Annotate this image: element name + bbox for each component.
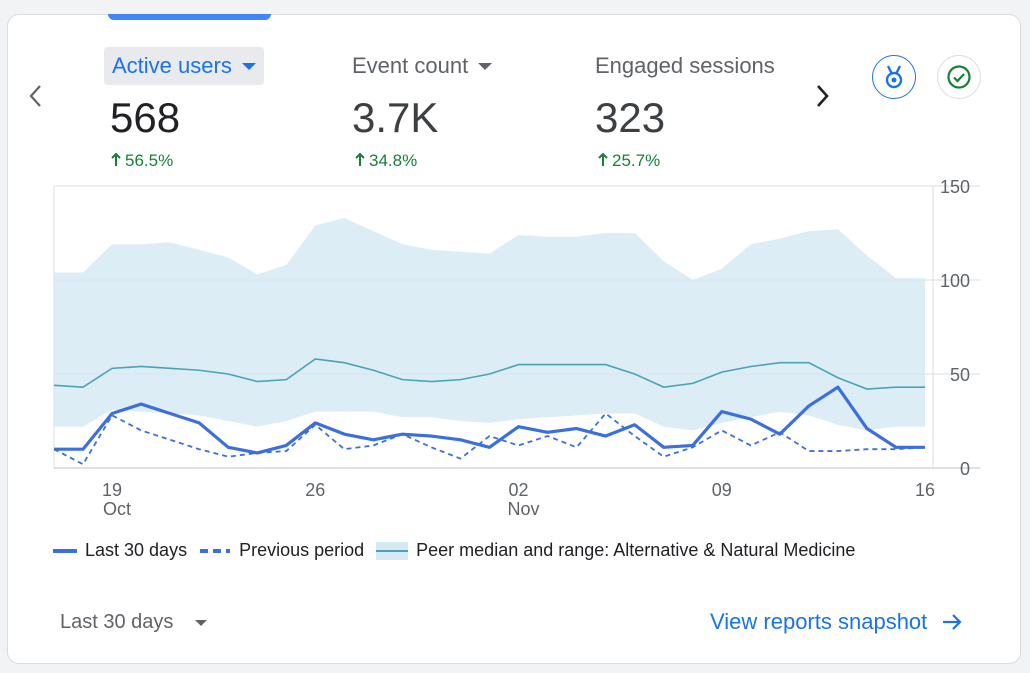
arrow-right-icon xyxy=(943,614,962,630)
status-button[interactable] xyxy=(937,55,981,99)
caret-down-icon xyxy=(241,62,256,70)
metric-label: Engaged sessions xyxy=(595,53,775,78)
metric-change: 34.8% xyxy=(354,151,417,171)
metric-change: 56.5% xyxy=(110,151,173,171)
check-circle-icon xyxy=(947,65,971,89)
chevron-left-icon[interactable] xyxy=(25,82,45,116)
solid-line-icon xyxy=(53,548,77,553)
metric-change: 25.7% xyxy=(597,151,660,171)
metric-value: 323 xyxy=(595,94,666,141)
arrow-up-icon xyxy=(355,152,365,166)
legend-label: Peer median and range: Alternative & Nat… xyxy=(416,540,856,560)
date-range-select[interactable]: Last 30 days xyxy=(60,611,208,634)
medal-button[interactable] xyxy=(872,55,916,99)
metric-engaged-sessions[interactable]: Engaged sessions 323 25.7% xyxy=(587,47,783,170)
metric-selector-active-users[interactable]: Active users xyxy=(104,47,264,85)
metric-label: Active users xyxy=(112,53,232,78)
metric-label: Event count xyxy=(352,53,469,78)
arrow-up-icon xyxy=(111,152,121,166)
legend-item-previous[interactable]: Previous period xyxy=(199,540,364,561)
legend-label: Previous period xyxy=(239,540,365,560)
metric-event-count[interactable]: Event count 3.7K 34.8% xyxy=(344,47,500,170)
medal-icon xyxy=(885,65,903,89)
metric-value: 568 xyxy=(110,94,181,141)
date-range-label: Last 30 days xyxy=(60,611,174,633)
metric-selector-event-count[interactable]: Event count xyxy=(344,47,500,85)
arrow-up-icon xyxy=(598,152,608,166)
band-line-icon xyxy=(376,541,409,560)
selected-tab-indicator xyxy=(108,14,271,20)
chart-legend: Last 30 days Previous period Peer median… xyxy=(53,540,867,561)
dashed-line-icon xyxy=(200,548,231,553)
metric-active-users[interactable]: Active users 568 56.5% xyxy=(104,47,264,170)
legend-item-current[interactable]: Last 30 days xyxy=(53,540,187,561)
caret-down-icon xyxy=(195,619,208,626)
legend-item-peer[interactable]: Peer median and range: Alternative & Nat… xyxy=(376,540,855,561)
metric-selector-engaged-sessions[interactable]: Engaged sessions xyxy=(587,47,783,85)
chevron-right-icon[interactable] xyxy=(813,82,833,116)
caret-down-icon xyxy=(478,62,493,70)
link-label: View reports snapshot xyxy=(710,609,928,634)
legend-label: Last 30 days xyxy=(85,540,188,560)
view-reports-snapshot-link[interactable]: View reports snapshot xyxy=(710,609,963,635)
metric-value: 3.7K xyxy=(352,94,439,141)
